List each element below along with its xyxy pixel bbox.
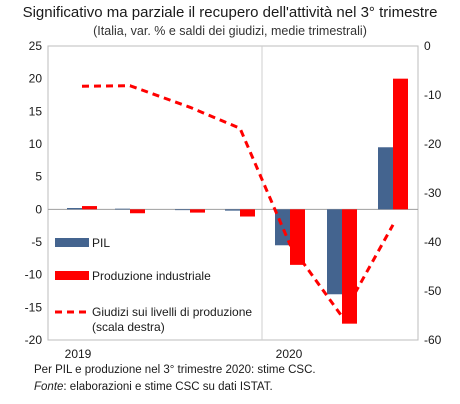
legend-label-produzione: Produzione industriale xyxy=(92,269,211,283)
bar-produzione xyxy=(393,78,408,210)
x-label-2019: 2019 xyxy=(65,347,92,361)
left-axis-tick-label: -15 xyxy=(25,300,43,314)
bar-produzione xyxy=(342,209,357,324)
left-axis-tick-label: 25 xyxy=(29,39,43,53)
right-axis-tick-label: -20 xyxy=(424,137,442,151)
bar-pil xyxy=(225,209,240,211)
bar-produzione xyxy=(190,209,205,213)
bar-pil xyxy=(67,208,82,210)
right-axis-tick-label: -10 xyxy=(424,88,442,102)
source-text: : elaborazioni e stime CSC su dati ISTAT… xyxy=(63,381,273,393)
legend-label-giudizi-scale: (scala destra) xyxy=(92,320,165,334)
left-axis-tick-label: 0 xyxy=(35,202,42,216)
right-axis-tick-label: -50 xyxy=(424,284,442,298)
chart-title: Significativo ma parziale il recupero de… xyxy=(22,4,438,21)
footnote-estimates: Per PIL e produzione nel 3° trimestre 20… xyxy=(34,364,316,376)
left-axis-tick-label: 10 xyxy=(29,137,43,151)
left-axis-tick-label: -5 xyxy=(31,235,42,249)
right-axis-tick-label: -30 xyxy=(424,186,442,200)
source-label: Fonte xyxy=(34,381,64,393)
footnote-source: Fonte: elaborazioni e stime CSC su dati … xyxy=(34,381,273,393)
left-axis-tick-label: -20 xyxy=(25,333,43,347)
bar-pil xyxy=(115,208,130,210)
legend-swatch-pil xyxy=(55,238,89,247)
left-axis-tick-label: 15 xyxy=(29,104,43,118)
chart-subtitle: (Italia, var. % e saldi dei giudizi, med… xyxy=(93,24,367,38)
line-giudizi xyxy=(81,84,395,320)
legend-label-giudizi: Giudizi sui livelli di produzione xyxy=(92,305,252,319)
right-axis-tick-label: -40 xyxy=(424,235,442,249)
right-axis-tick-label: -60 xyxy=(424,333,442,347)
bar-produzione xyxy=(82,206,97,210)
bar-produzione xyxy=(240,209,255,217)
left-axis-tick-label: 20 xyxy=(29,72,43,86)
legend-label-pil: PIL xyxy=(92,236,110,250)
legend-swatch-produzione xyxy=(55,271,89,280)
left-axis-tick-label: 5 xyxy=(35,170,42,184)
bar-pil xyxy=(175,209,190,211)
bar-pil xyxy=(378,147,393,210)
right-axis-tick-label: 0 xyxy=(424,39,431,53)
bar-produzione xyxy=(290,209,305,265)
left-axis-tick-label: -10 xyxy=(25,268,43,282)
bar-pil xyxy=(327,209,342,295)
x-label-2020: 2020 xyxy=(276,347,303,361)
bar-produzione xyxy=(130,209,145,214)
plot-frame xyxy=(47,45,419,341)
bar-pil xyxy=(275,209,290,246)
